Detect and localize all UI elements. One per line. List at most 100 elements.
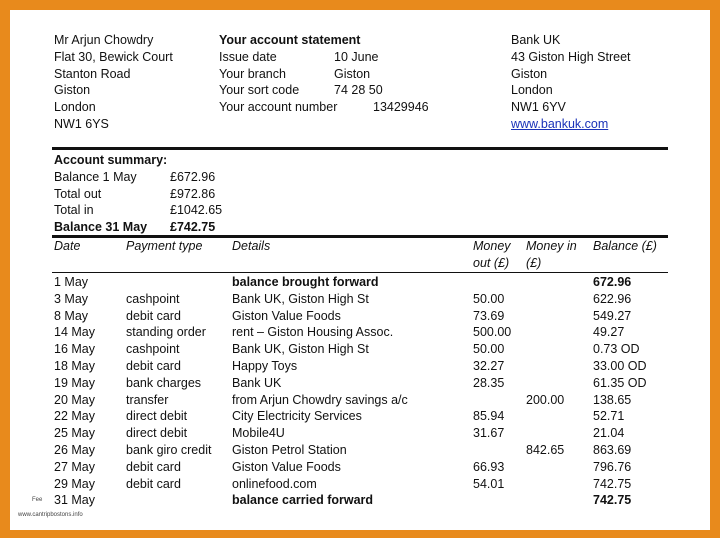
row-date: 19 May	[54, 375, 95, 390]
branch-label: Your branch	[219, 66, 286, 81]
row-payment-type: direct debit	[126, 409, 188, 424]
customer-address-line: Stanton Road	[54, 66, 131, 81]
account-number-value: 13429946	[373, 100, 429, 115]
row-balance: 52.71	[593, 409, 625, 424]
summary-labels: Balance 1 May Total out Total in Balance…	[54, 169, 147, 236]
row-date: 29 May	[54, 476, 95, 491]
bank-website-link[interactable]: www.bankuk.com	[511, 116, 609, 131]
summary-divider	[52, 235, 668, 238]
row-date: 27 May	[54, 459, 95, 474]
table-row: 14 May standing order rent – Giston Housin…	[10, 324, 710, 341]
row-date: 8 May	[54, 308, 89, 323]
row-money-out: 54.01	[473, 476, 505, 491]
header-date: Date	[54, 239, 81, 253]
issue-date-value: 10 June	[334, 49, 379, 64]
row-date: 18 May	[54, 359, 95, 373]
table-header-divider	[52, 272, 668, 273]
bank-address-line: Giston	[511, 66, 548, 81]
row-details: Giston Value Foods	[232, 459, 341, 474]
row-date: 20 May	[54, 392, 95, 407]
watermark-prefix: Fee	[32, 497, 43, 503]
header-details: Details	[232, 239, 271, 253]
table-row: 3 May cashpoint Bank UK, Giston High St 50.…	[10, 291, 710, 308]
row-balance: 0.73 OD	[593, 342, 640, 357]
statement-labels: Issue date Your branch Your sort code Yo…	[219, 49, 337, 116]
summary-label: Total in	[54, 203, 94, 218]
summary-label: Total out	[54, 186, 102, 201]
row-balance: 549.27	[593, 308, 632, 323]
row-details: Bank UK	[232, 375, 282, 390]
row-payment-type: debit card	[126, 476, 181, 491]
table-row: 27 May debit card Giston Value Foods 66.93 7…	[10, 459, 710, 476]
table-row: 18 May debit card Happy Toys 32.27 33.00 OD	[10, 358, 710, 375]
summary-heading: Account summary:	[54, 153, 168, 167]
row-date: 26 May	[54, 443, 95, 457]
row-details: Giston Petrol Station	[232, 443, 347, 457]
issue-date-label: Issue date	[219, 49, 277, 64]
row-money-out: 31.67	[473, 426, 505, 441]
table-row: 25 May direct debit Mobile4U 31.67 21.04	[10, 425, 710, 442]
row-payment-type: debit card	[126, 359, 181, 373]
row-date: 25 May	[54, 426, 95, 441]
table-row: 22 May direct debit City Electricity Servi…	[10, 408, 710, 425]
sort-code-label: Your sort code	[219, 83, 300, 98]
table-row: 19 May bank charges Bank UK 28.35 61.35 OD	[10, 375, 710, 392]
bank-address-line: London	[511, 83, 553, 98]
row-balance: 863.69	[593, 443, 632, 457]
table-row: 8 May debit card Giston Value Foods 73.69 54…	[10, 308, 710, 325]
header-money-in-unit: (£)	[526, 255, 542, 270]
customer-address-line: London	[54, 100, 96, 115]
row-money-out: 28.35	[473, 375, 505, 390]
statement-title: Your account statement	[219, 33, 361, 47]
row-balance: 61.35 OD	[593, 375, 647, 390]
row-date: 22 May	[54, 409, 95, 424]
row-payment-type: cashpoint	[126, 291, 180, 306]
row-balance: 796.76	[593, 459, 632, 474]
table-row: 29 May debit card onlinefood.com 54.01 742.7…	[10, 476, 710, 493]
customer-address-line: Giston	[54, 83, 91, 98]
table-row: 31 May balance carried forward 742.75	[10, 492, 710, 509]
row-details: onlinefood.com	[232, 476, 317, 491]
row-money-in: 842.65	[526, 443, 565, 457]
row-balance: 138.65	[593, 392, 632, 407]
row-details: rent – Giston Housing Assoc.	[232, 325, 394, 340]
row-details: Giston Value Foods	[232, 308, 341, 323]
row-balance: 33.00 OD	[593, 359, 647, 373]
row-money-out: 66.93	[473, 459, 505, 474]
sort-code-value: 74 28 50	[334, 83, 383, 98]
row-details: balance carried forward	[232, 493, 374, 508]
table-row: 1 May balance brought forward 672.96	[10, 274, 710, 291]
header-balance: Balance (£)	[593, 239, 657, 253]
row-payment-type: standing order	[126, 325, 206, 340]
summary-values: £672.96 £972.86 £1042.65 £742.75	[170, 169, 222, 236]
row-date: 14 May	[54, 325, 95, 340]
customer-address: Mr Arjun Chowdry Flat 30, Bewick Court S…	[54, 32, 173, 133]
row-details: from Arjun Chowdry savings a/c	[232, 392, 408, 407]
summary-label: Balance 1 May	[54, 169, 137, 184]
header-money-out: Money	[473, 239, 511, 253]
header-divider	[52, 147, 668, 150]
row-balance: 672.96	[593, 275, 632, 289]
branch-value: Giston	[334, 66, 371, 81]
header-money-out-unit: out (£)	[473, 255, 510, 270]
row-money-out: 85.94	[473, 409, 505, 424]
row-payment-type: direct debit	[126, 426, 188, 441]
row-balance: 622.96	[593, 291, 632, 306]
row-money-in: 200.00	[526, 392, 565, 407]
header-money-in: Money in	[526, 239, 577, 253]
row-date: 3 May	[54, 291, 89, 306]
row-details: Mobile4U	[232, 426, 285, 441]
statement-page: Mr Arjun Chowdry Flat 30, Bewick Court S…	[10, 10, 710, 530]
header-payment-type: Payment type	[126, 239, 203, 253]
row-payment-type: cashpoint	[126, 342, 180, 357]
summary-value: £1042.65	[170, 203, 223, 218]
row-money-out: 32.27	[473, 359, 505, 373]
row-details: Happy Toys	[232, 359, 298, 373]
customer-address-line: NW1 6YS	[54, 116, 109, 131]
row-payment-type: transfer	[126, 392, 169, 407]
row-balance: 742.75	[593, 476, 632, 491]
table-row: 20 May transfer from Arjun Chowdry savings…	[10, 392, 710, 409]
account-number-label: Your account number	[219, 100, 338, 115]
customer-address-line: Mr Arjun Chowdry	[54, 33, 154, 47]
row-date: 31 May	[54, 493, 95, 508]
